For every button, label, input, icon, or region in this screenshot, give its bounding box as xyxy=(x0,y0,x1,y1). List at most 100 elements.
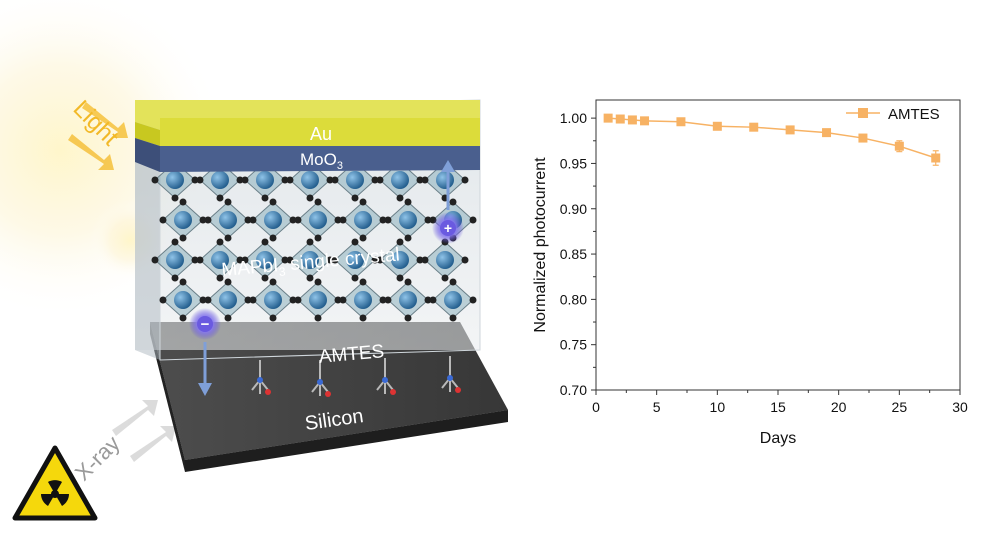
iodide-atom xyxy=(261,238,269,246)
ma-cation xyxy=(391,171,409,189)
ma-cation xyxy=(166,171,184,189)
ma-cation xyxy=(174,291,192,309)
iodide-atom xyxy=(294,296,302,304)
iodide-atom xyxy=(371,256,379,264)
iodide-atom xyxy=(416,256,424,264)
y-tick-label: 0.90 xyxy=(560,201,587,217)
iodide-atom xyxy=(306,238,314,246)
iodide-atom xyxy=(204,216,212,224)
ma-cation xyxy=(354,211,372,229)
iodide-atom xyxy=(334,216,342,224)
electron-symbol: − xyxy=(201,316,210,333)
iodide-atom xyxy=(404,314,412,322)
iodide-atom xyxy=(314,234,322,242)
data-point xyxy=(894,141,904,151)
iodide-atom xyxy=(421,256,429,264)
data-point xyxy=(822,128,832,138)
ma-cation xyxy=(301,171,319,189)
iodide-atom xyxy=(421,176,429,184)
x-tick-label: 5 xyxy=(653,399,661,415)
iodide-atom xyxy=(249,216,257,224)
data-point xyxy=(603,113,613,123)
moo3-label: MoO3 xyxy=(300,150,343,172)
iodide-atom xyxy=(424,216,432,224)
ma-cation xyxy=(436,171,454,189)
iodide-atom xyxy=(416,176,424,184)
data-point xyxy=(640,116,650,126)
iodide-atom xyxy=(249,296,257,304)
x-axis-label: Days xyxy=(760,430,796,447)
ma-cation xyxy=(346,171,364,189)
iodide-atom xyxy=(359,234,367,242)
iodide-atom xyxy=(236,176,244,184)
iodide-atom xyxy=(359,278,367,286)
light-arrows xyxy=(68,102,128,170)
photocurrent-chart: 0.70 0.75 0.80 0.85 0.90 0.95 1.00 0 5 10 15 20 25 3… xyxy=(532,99,968,447)
ma-cation xyxy=(211,251,229,269)
ma-cation xyxy=(219,211,237,229)
xray-label: X-ray xyxy=(70,431,125,486)
iodide-atom xyxy=(461,176,469,184)
hole-carrier xyxy=(432,160,464,244)
iodide-atom xyxy=(404,198,412,206)
ma-cation xyxy=(264,211,282,229)
data-point xyxy=(712,121,722,131)
legend-label: AMTES xyxy=(888,106,940,123)
iodide-atom xyxy=(469,216,477,224)
iodide-atom xyxy=(216,194,224,202)
iodide-atom xyxy=(216,274,224,282)
iodide-atom xyxy=(314,198,322,206)
iodide-atom xyxy=(376,256,384,264)
y-tick-label: 0.95 xyxy=(560,155,587,171)
iodide-atom xyxy=(269,278,277,286)
ma-cation xyxy=(391,251,409,269)
ma-cation xyxy=(346,251,364,269)
iodide-atom xyxy=(261,274,269,282)
iodide-atom xyxy=(449,198,457,206)
iodide-atom xyxy=(244,216,252,224)
data-point xyxy=(615,114,625,124)
iodide-atom xyxy=(379,216,387,224)
iodide-atom xyxy=(331,256,339,264)
iodide-atom xyxy=(306,194,314,202)
iodide-atom xyxy=(179,234,187,242)
au-label: Au xyxy=(310,124,332,144)
iodide-atom xyxy=(376,176,384,184)
iodide-atom xyxy=(199,296,207,304)
iodide-atom xyxy=(171,274,179,282)
legend: AMTES xyxy=(846,106,940,123)
iodide-atom xyxy=(339,296,347,304)
ma-cation xyxy=(399,291,417,309)
iodide-atom xyxy=(396,274,404,282)
iodide-atom xyxy=(216,238,224,246)
y-axis-label: Normalized photocurrent xyxy=(532,157,549,333)
x-tick-label: 15 xyxy=(770,399,786,415)
y-tick-label: 0.85 xyxy=(560,246,587,262)
iodide-atom xyxy=(331,176,339,184)
iodide-atom xyxy=(339,216,347,224)
iodide-atom xyxy=(334,296,342,304)
iodide-atom xyxy=(326,256,334,264)
ma-cation xyxy=(399,211,417,229)
iodide-atom xyxy=(306,274,314,282)
x-tick-label: 25 xyxy=(892,399,908,415)
amtes-atoms xyxy=(257,375,461,397)
iodide-atom xyxy=(179,314,187,322)
iodide-atom xyxy=(314,314,322,322)
iodide-atom xyxy=(294,216,302,224)
ma-cation xyxy=(436,251,454,269)
iodide-atom xyxy=(404,234,412,242)
crystal-label: MAPbI3 single crystal xyxy=(221,244,401,283)
x-axis: 0 5 10 15 20 25 30 xyxy=(592,390,968,415)
iodide-atom xyxy=(171,238,179,246)
iodide-atom xyxy=(351,238,359,246)
ma-cation xyxy=(166,251,184,269)
iodide-atom xyxy=(196,256,204,264)
iodide-atom xyxy=(429,296,437,304)
iodide-atom xyxy=(151,176,159,184)
iodide-atom xyxy=(449,278,457,286)
iodide-atom xyxy=(371,176,379,184)
iodide-atom xyxy=(179,278,187,286)
moo3-label-main: MoO xyxy=(300,150,337,169)
y-tick-label: 0.80 xyxy=(560,291,587,307)
